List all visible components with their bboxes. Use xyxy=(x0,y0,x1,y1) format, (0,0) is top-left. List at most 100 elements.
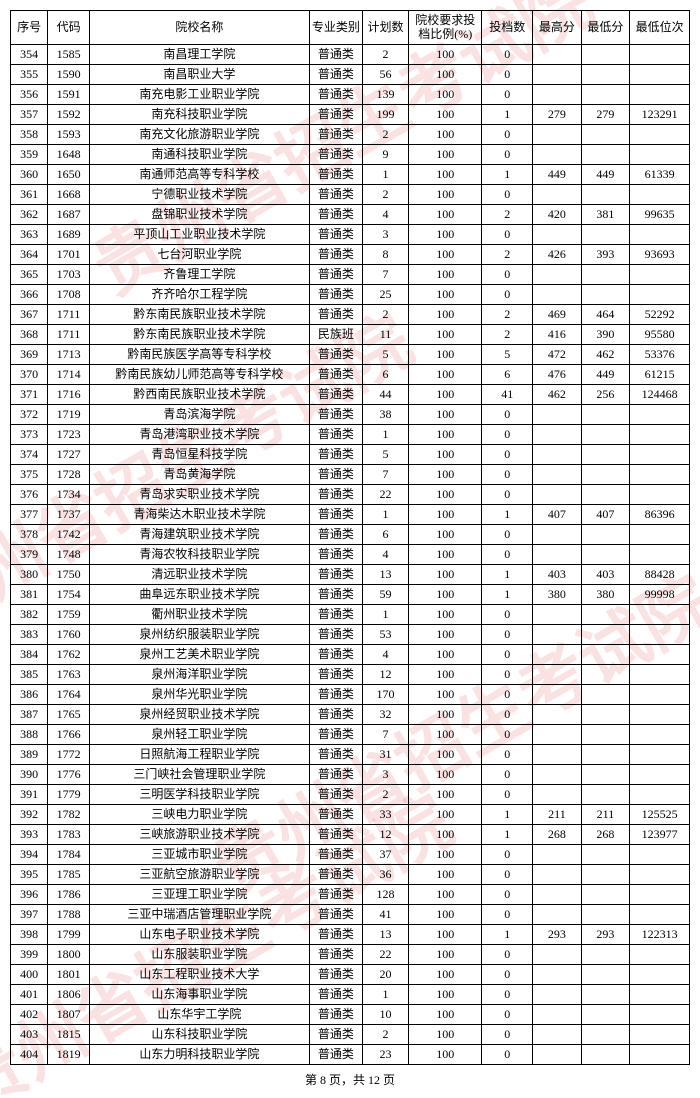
cell-name: 宁德职业技术学院 xyxy=(89,184,309,204)
cell-count: 2 xyxy=(482,204,533,224)
cell-plan: 128 xyxy=(362,884,408,904)
cell-ratio: 100 xyxy=(409,404,482,424)
cell-rank xyxy=(630,144,690,164)
cell-type: 普通类 xyxy=(309,944,362,964)
cell-ratio: 100 xyxy=(409,64,482,84)
cell-ratio: 100 xyxy=(409,784,482,804)
cell-min xyxy=(581,904,630,924)
cell-ratio: 100 xyxy=(409,524,482,544)
cell-max xyxy=(533,764,582,784)
cell-max: 268 xyxy=(533,824,582,844)
cell-count: 0 xyxy=(482,624,533,644)
cell-ratio: 100 xyxy=(409,744,482,764)
cell-rank: 123977 xyxy=(630,824,690,844)
cell-name: 日照航海工程职业学院 xyxy=(89,744,309,764)
cell-name: 三明医学科技职业学院 xyxy=(89,784,309,804)
cell-seq: 385 xyxy=(11,664,48,684)
cell-rank xyxy=(630,644,690,664)
cell-seq: 391 xyxy=(11,784,48,804)
cell-count: 0 xyxy=(482,184,533,204)
cell-min xyxy=(581,44,630,64)
cell-code: 1748 xyxy=(48,544,90,564)
cell-seq: 360 xyxy=(11,164,48,184)
cell-plan: 38 xyxy=(362,404,408,424)
cell-type: 普通类 xyxy=(309,484,362,504)
cell-code: 1788 xyxy=(48,904,90,924)
cell-seq: 382 xyxy=(11,604,48,624)
cell-plan: 7 xyxy=(362,264,408,284)
cell-max xyxy=(533,684,582,704)
cell-type: 普通类 xyxy=(309,444,362,464)
table-row: 4001801山东工程职业技术大学普通类201000 xyxy=(11,964,690,984)
cell-plan: 13 xyxy=(362,924,408,944)
cell-name: 泉州海洋职业学院 xyxy=(89,664,309,684)
cell-name: 泉州华光职业学院 xyxy=(89,684,309,704)
cell-max xyxy=(533,844,582,864)
table-row: 3631689平顶山工业职业技术学院普通类31000 xyxy=(11,224,690,244)
cell-count: 0 xyxy=(482,964,533,984)
cell-count: 0 xyxy=(482,984,533,1004)
cell-seq: 356 xyxy=(11,84,48,104)
table-row: 3591648南通科技职业学院普通类91000 xyxy=(11,144,690,164)
cell-name: 黔南民族幼儿师范高等专科学校 xyxy=(89,364,309,384)
cell-type: 普通类 xyxy=(309,424,362,444)
cell-type: 普通类 xyxy=(309,664,362,684)
cell-code: 1728 xyxy=(48,464,90,484)
cell-seq: 384 xyxy=(11,644,48,664)
cell-min: 256 xyxy=(581,384,630,404)
cell-min: 449 xyxy=(581,364,630,384)
cell-rank xyxy=(630,624,690,644)
cell-code: 1763 xyxy=(48,664,90,684)
cell-min xyxy=(581,524,630,544)
cell-plan: 6 xyxy=(362,524,408,544)
cell-type: 普通类 xyxy=(309,104,362,124)
cell-code: 1711 xyxy=(48,304,90,324)
cell-name: 山东工程职业技术大学 xyxy=(89,964,309,984)
cell-code: 1807 xyxy=(48,1004,90,1024)
cell-code: 1819 xyxy=(48,1044,90,1064)
cell-code: 1799 xyxy=(48,924,90,944)
cell-name: 三亚理工职业学院 xyxy=(89,884,309,904)
cell-min: 462 xyxy=(581,344,630,364)
cell-plan: 9 xyxy=(362,144,408,164)
cell-count: 0 xyxy=(482,84,533,104)
table-row: 4031815山东科技职业学院普通类21000 xyxy=(11,1024,690,1044)
cell-count: 0 xyxy=(482,264,533,284)
cell-type: 普通类 xyxy=(309,164,362,184)
table-row: 3791748青海农牧科技职业学院普通类41000 xyxy=(11,544,690,564)
cell-code: 1668 xyxy=(48,184,90,204)
cell-ratio: 100 xyxy=(409,984,482,1004)
cell-name: 青海柴达木职业技术学院 xyxy=(89,504,309,524)
cell-rank xyxy=(630,1044,690,1064)
cell-name: 南通师范高等专科学校 xyxy=(89,164,309,184)
table-row: 3781742青海建筑职业技术学院普通类61000 xyxy=(11,524,690,544)
cell-seq: 372 xyxy=(11,404,48,424)
cell-max xyxy=(533,484,582,504)
cell-plan: 13 xyxy=(362,564,408,584)
cell-min xyxy=(581,124,630,144)
cell-ratio: 100 xyxy=(409,564,482,584)
table-row: 3661708齐齐哈尔工程学院普通类251000 xyxy=(11,284,690,304)
cell-ratio: 100 xyxy=(409,424,482,444)
cell-max: 211 xyxy=(533,804,582,824)
cell-ratio: 100 xyxy=(409,1024,482,1044)
cell-rank: 61215 xyxy=(630,364,690,384)
cell-ratio: 100 xyxy=(409,104,482,124)
cell-min: 211 xyxy=(581,804,630,824)
cell-type: 普通类 xyxy=(309,544,362,564)
cell-type: 普通类 xyxy=(309,744,362,764)
cell-ratio: 100 xyxy=(409,344,482,364)
table-row: 3841762泉州工艺美术职业学院普通类41000 xyxy=(11,644,690,664)
cell-type: 普通类 xyxy=(309,1004,362,1024)
cell-ratio: 100 xyxy=(409,204,482,224)
cell-max xyxy=(533,64,582,84)
cell-type: 普通类 xyxy=(309,984,362,1004)
cell-name: 泉州经贸职业技术学院 xyxy=(89,704,309,724)
cell-max xyxy=(533,224,582,244)
cell-min xyxy=(581,684,630,704)
cell-min xyxy=(581,624,630,644)
cell-min xyxy=(581,464,630,484)
cell-count: 0 xyxy=(482,524,533,544)
cell-plan: 2 xyxy=(362,184,408,204)
cell-name: 黔东南民族职业技术学院 xyxy=(89,304,309,324)
